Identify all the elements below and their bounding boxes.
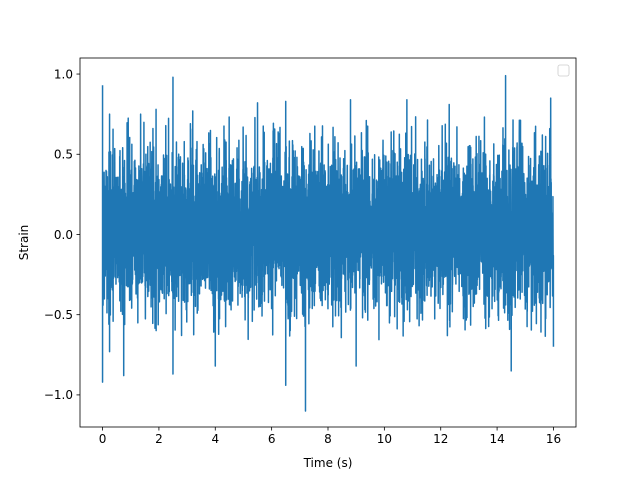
y-tick-label: 0.5	[54, 148, 73, 162]
x-tick-label: 12	[433, 432, 448, 446]
y-tick-label: 1.0	[54, 67, 73, 81]
legend-box	[557, 64, 570, 77]
x-tick-label: 4	[211, 432, 219, 446]
x-tick-label: 8	[324, 432, 332, 446]
x-tick-label: 2	[155, 432, 163, 446]
y-tick-label: −1.0	[44, 388, 73, 402]
x-tick-label: 14	[489, 432, 504, 446]
x-tick-label: 0	[99, 432, 107, 446]
y-tick-label: −0.5	[44, 308, 73, 322]
series-line-0	[101, 74, 555, 412]
x-tick-label: 16	[546, 432, 561, 446]
x-tick-label: 6	[268, 432, 276, 446]
x-tick-label: 10	[377, 432, 392, 446]
y-axis-label: Strain	[17, 225, 31, 261]
ticks-layer: 0 2 4 6 8 10 12 14 16 −1.0 −0.5 0.0 0.5 1.0	[44, 67, 561, 446]
x-axis-label: Time (s)	[303, 456, 353, 470]
y-tick-label: 0.0	[54, 228, 73, 242]
data-layer	[101, 74, 555, 412]
